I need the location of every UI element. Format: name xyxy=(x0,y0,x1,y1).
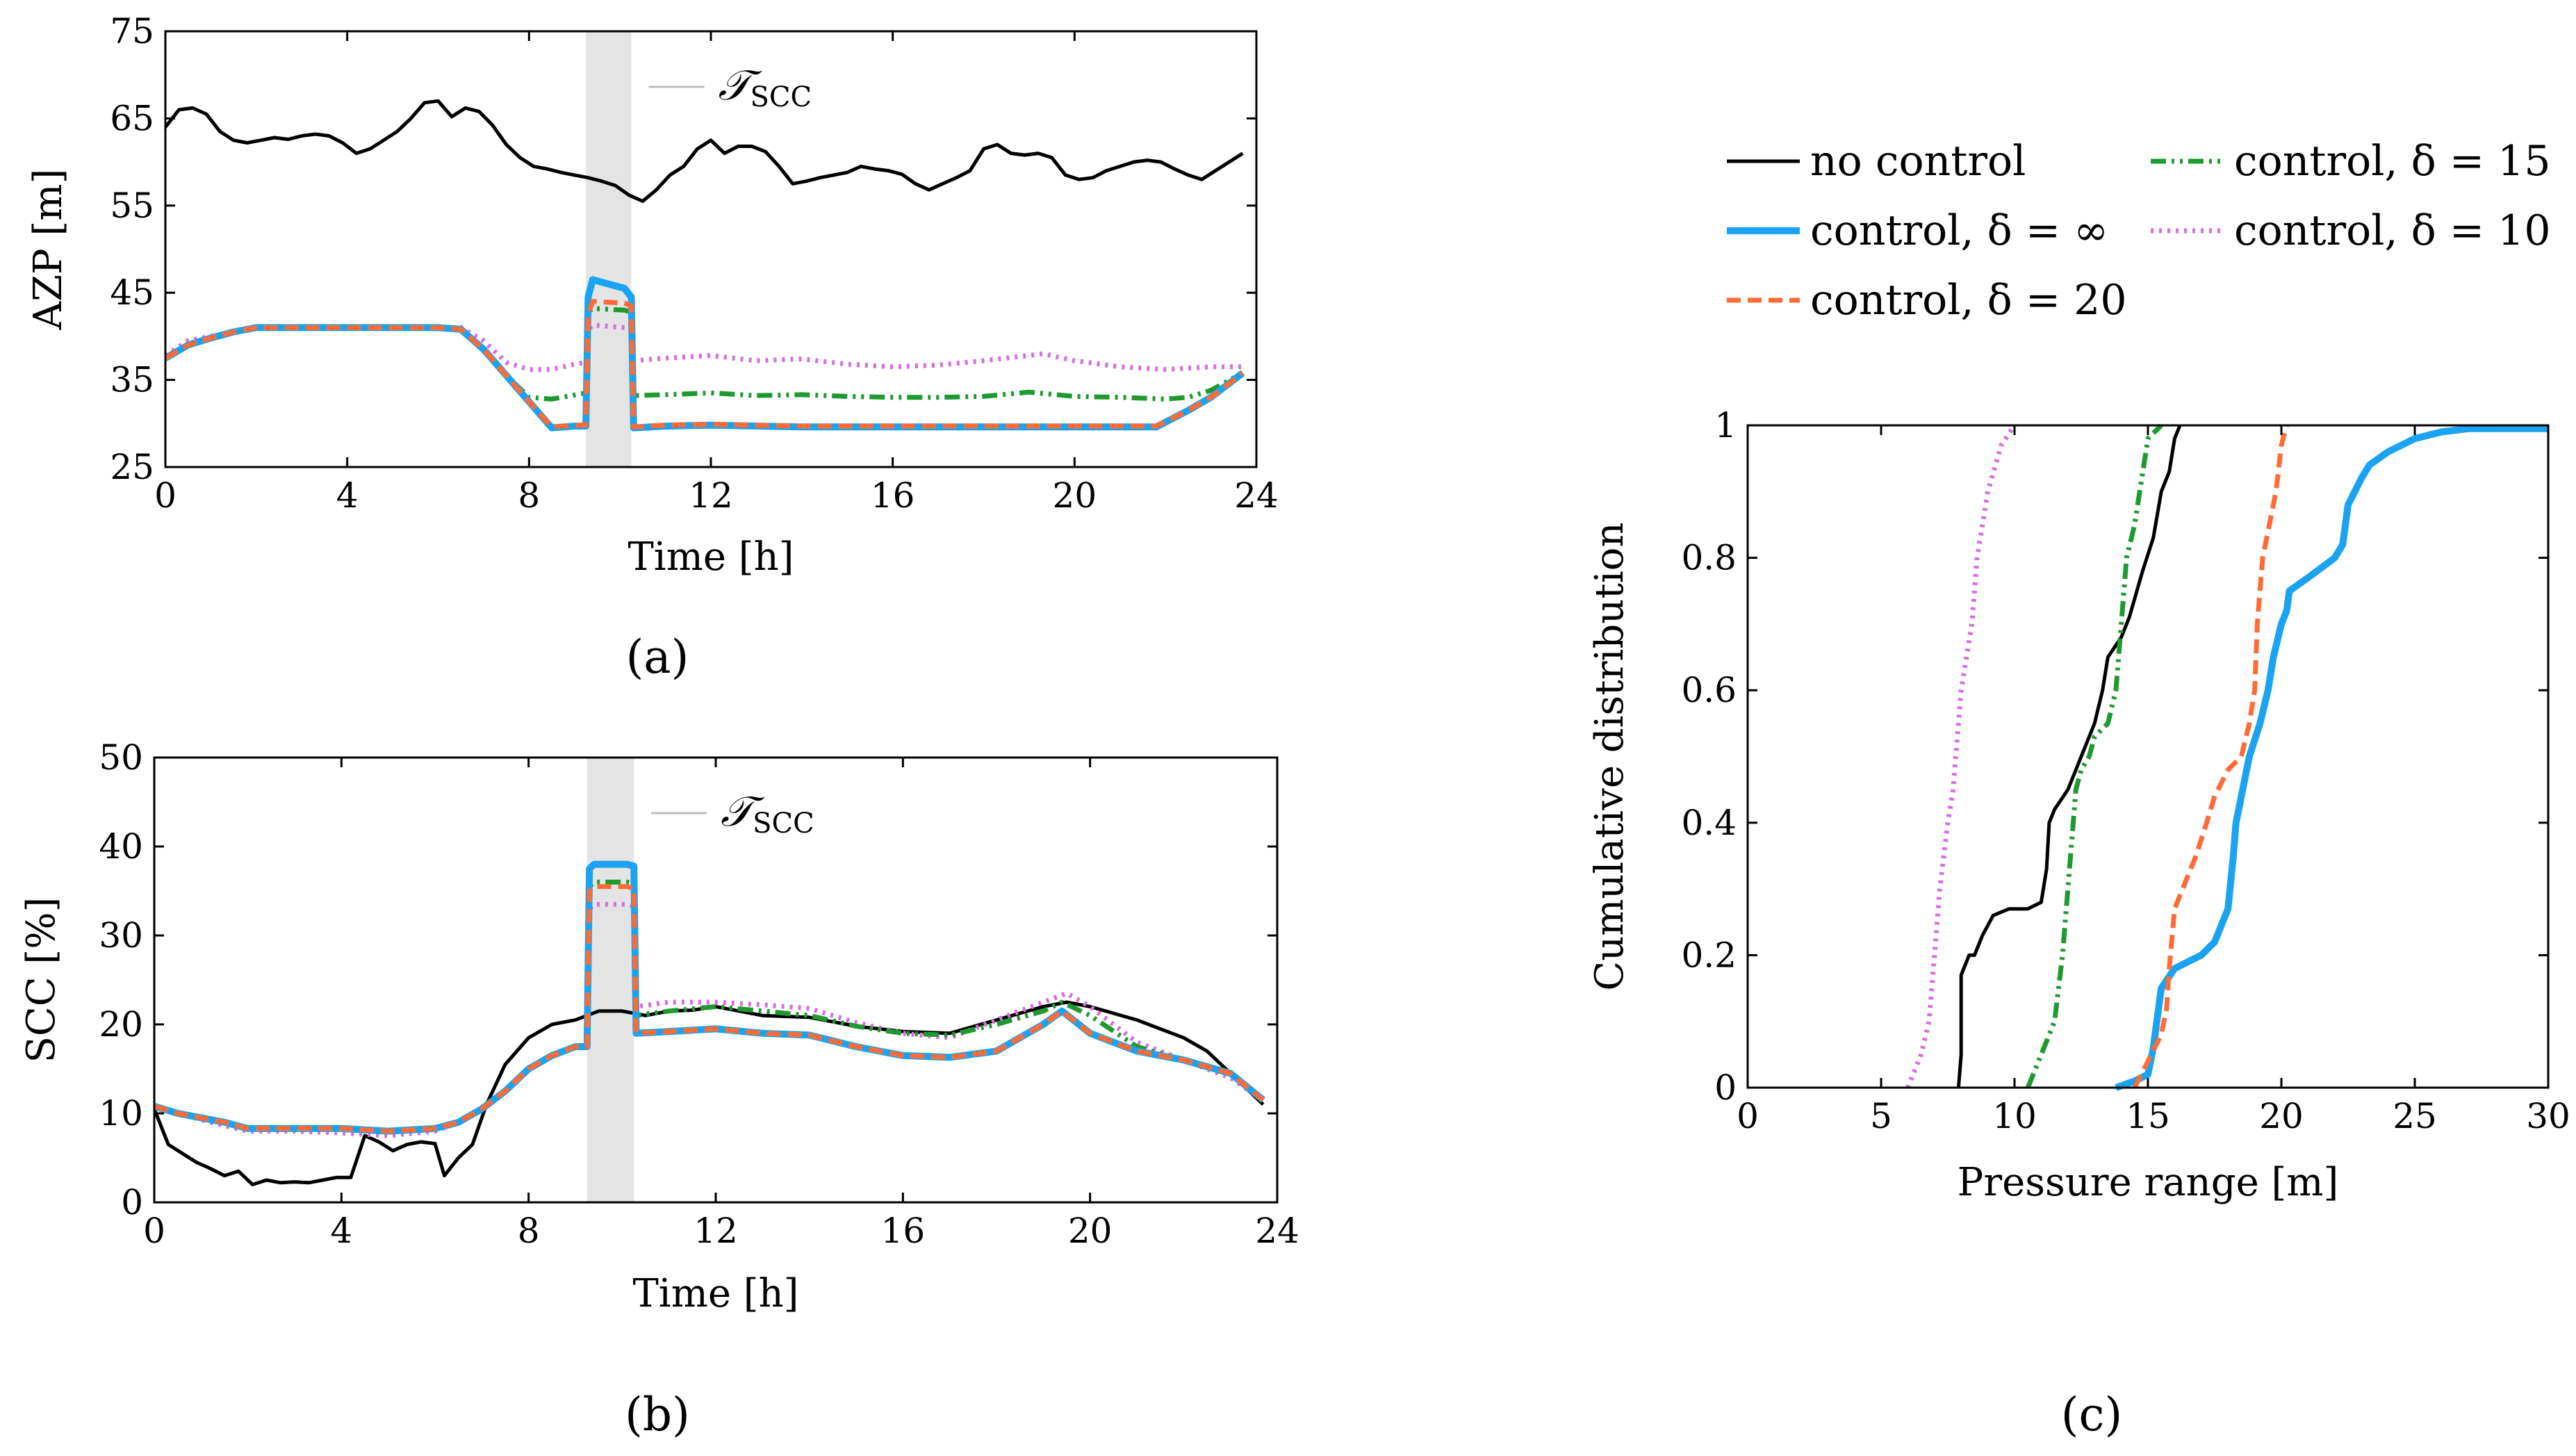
x-tick-label-b: 4 xyxy=(330,1211,352,1251)
shaded-interval-a xyxy=(586,31,632,467)
y-tick-label-c: 0.6 xyxy=(1681,670,1737,710)
series-a-no-control xyxy=(165,99,1244,203)
x-tick-label-c: 30 xyxy=(2526,1096,2570,1136)
x-axis-label-b: Time [h] xyxy=(632,1271,798,1316)
x-tick-label-b: 20 xyxy=(1068,1211,1113,1251)
series-b-control-inf xyxy=(154,860,1265,1135)
series-c-no-control xyxy=(1956,425,2182,1088)
shade-legend-label-b: 𝒯SCC xyxy=(721,787,814,840)
y-tick-label-c: 0.2 xyxy=(1681,935,1737,975)
y-tick-label-a: 55 xyxy=(110,186,154,226)
y-tick-label-c: 1 xyxy=(1714,405,1737,445)
y-tick-label-b: 30 xyxy=(99,915,143,956)
x-axis-label-a: Time [h] xyxy=(627,534,794,580)
legend-label-control-20: control, δ = 20 xyxy=(1810,276,2127,325)
shaded-interval-b xyxy=(586,758,634,1202)
series-a-control-20 xyxy=(165,299,1245,430)
series-b-control-20 xyxy=(154,884,1265,1134)
y-tick-label-b: 0 xyxy=(121,1182,143,1222)
y-tick-label-a: 35 xyxy=(110,360,154,400)
y-tick-label-b: 10 xyxy=(99,1093,143,1134)
x-tick-label-b: 0 xyxy=(143,1211,165,1251)
x-tick-label-c: 20 xyxy=(2259,1096,2304,1136)
y-axis-label-a: AZP [m] xyxy=(26,169,71,331)
x-tick-label-a: 16 xyxy=(871,475,915,516)
x-tick-label-b: 16 xyxy=(881,1211,926,1251)
legend-label-control-10: control, δ = 10 xyxy=(2234,206,2551,255)
shade-legend-label-a: 𝒯SCC xyxy=(719,61,812,113)
x-tick-label-c: 0 xyxy=(1737,1096,1759,1136)
legend-label-control-15: control, δ = 15 xyxy=(2234,137,2551,186)
y-tick-label-a: 25 xyxy=(110,447,154,487)
series-b-control-15 xyxy=(154,879,1265,1134)
x-tick-label-c: 15 xyxy=(2126,1096,2170,1136)
y-tick-label-c: 0.4 xyxy=(1681,803,1737,843)
y-tick-label-b: 20 xyxy=(99,1004,143,1045)
panel-label-b: (b) xyxy=(625,1388,690,1441)
y-axis-label-b: SCC [%] xyxy=(19,897,64,1063)
series-b-control-10 xyxy=(154,901,1265,1138)
y-tick-label-c: 0 xyxy=(1714,1068,1737,1108)
x-tick-label-c: 5 xyxy=(1870,1096,1892,1136)
x-tick-label-c: 10 xyxy=(1992,1096,2037,1136)
series-c-control-15 xyxy=(2025,423,2163,1089)
chart-a: 0 4 8 12 16 20 24 25 35 45 55 65 75 Time [h] AZP [m] 𝒯S… xyxy=(26,11,1279,580)
x-tick-label-b: 24 xyxy=(1255,1211,1299,1251)
y-tick-label-c: 0.8 xyxy=(1681,538,1737,578)
series-a-control-15 xyxy=(165,306,1245,402)
legend-label-no-control: no control xyxy=(1810,137,2026,186)
series-c-control-10 xyxy=(1905,424,2017,1089)
panel-label-c: (c) xyxy=(2061,1388,2122,1441)
chart-b: 0 4 8 12 16 20 24 0 10 20 30 40 50 Time [h] SCC [%] 𝒯SC… xyxy=(19,737,1299,1316)
series-c-control-20 xyxy=(2132,425,2290,1089)
x-tick-label-b: 12 xyxy=(694,1211,738,1251)
legend-label-control-inf: control, δ = ∞ xyxy=(1810,206,2108,255)
legend: no control control, δ = ∞ control, δ = 20 c… xyxy=(1727,137,2551,325)
x-axis-label-c: Pressure range [m] xyxy=(1958,1160,2339,1205)
y-tick-label-b: 40 xyxy=(99,826,143,867)
y-axis-label-c: Cumulative distribution xyxy=(1587,522,1632,990)
x-tick-label-a: 20 xyxy=(1053,475,1097,516)
x-tick-label-a: 4 xyxy=(336,475,359,516)
x-tick-label-c: 25 xyxy=(2393,1096,2437,1136)
x-tick-label-a: 8 xyxy=(518,475,540,516)
panel-label-a: (a) xyxy=(626,630,689,684)
axes-frame-b xyxy=(153,756,1279,1204)
chart-c: 0 5 10 15 20 25 30 0 0.2 0.4 0.6 0.8 1 Pressure range… xyxy=(1587,405,2570,1205)
y-tick-label-a: 75 xyxy=(110,11,154,51)
x-tick-label-a: 12 xyxy=(689,475,733,516)
y-tick-label-a: 65 xyxy=(110,98,154,138)
x-tick-label-b: 8 xyxy=(518,1211,540,1251)
series-a-control-inf xyxy=(165,276,1245,432)
y-tick-label-a: 45 xyxy=(110,272,154,313)
series-c-control-inf xyxy=(2115,425,2548,1091)
x-tick-label-a: 0 xyxy=(154,475,177,516)
y-tick-label-b: 50 xyxy=(99,737,143,778)
axes-frame-c xyxy=(1746,424,2550,1089)
series-a-control-10 xyxy=(165,322,1243,373)
axes-frame-a xyxy=(164,30,1258,468)
x-tick-label-a: 24 xyxy=(1234,475,1279,516)
